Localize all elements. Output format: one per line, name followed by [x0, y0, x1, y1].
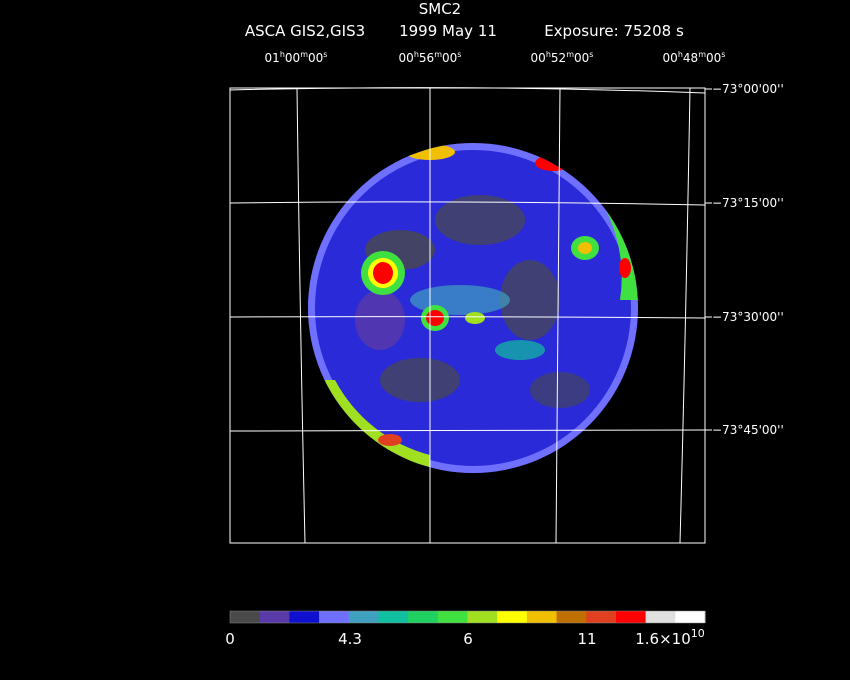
color-swatch	[467, 611, 498, 623]
ra-unit: h	[678, 50, 683, 59]
color-swatch	[408, 611, 439, 623]
exposure: Exposure: 75208 s	[544, 22, 684, 40]
ra-unit: h	[546, 50, 551, 59]
color-swatch	[348, 611, 379, 623]
ra-unit: m	[300, 50, 308, 59]
ra-label: 01h00m00s	[265, 50, 328, 65]
color-swatch	[230, 611, 261, 623]
instrument: ASCA GIS2,GIS3	[245, 22, 365, 40]
ra-unit: m	[566, 50, 574, 59]
colorbar-label: 6	[463, 630, 473, 648]
color-swatch	[615, 611, 647, 623]
color-swatch	[645, 611, 676, 623]
ra-value: 00	[574, 51, 589, 65]
ra-unit: h	[414, 50, 419, 59]
ra-value: 00	[399, 51, 414, 65]
ra-value: 00	[285, 51, 300, 65]
date: 1999 May 11	[399, 22, 497, 40]
color-swatch	[319, 611, 350, 623]
color-swatch	[259, 611, 290, 623]
ra-value: 48	[683, 51, 698, 65]
ra-label: 00h48m00s	[663, 50, 726, 65]
label-base: 1.6×10	[635, 630, 691, 648]
colorbar-label: 1.6×1010	[635, 627, 705, 648]
ra-value: 56	[419, 51, 434, 65]
coordinate-grid	[229, 87, 706, 544]
color-swatch	[675, 611, 706, 623]
ra-value: 52	[551, 51, 566, 65]
color-swatch	[289, 611, 320, 623]
ra-value: 00	[663, 51, 678, 65]
xray-image	[308, 143, 638, 473]
color-swatch	[526, 611, 558, 623]
ra-value: 00	[706, 51, 721, 65]
colorbar-frame	[229, 610, 706, 624]
colorbar-label: 11	[577, 630, 596, 648]
dec-label: −73°00'00''	[712, 82, 784, 96]
ra-label: 00h52m00s	[531, 50, 594, 65]
ra-unit: m	[434, 50, 442, 59]
color-swatch	[556, 611, 587, 623]
ra-unit: h	[280, 50, 285, 59]
dec-label: −73°30'00''	[712, 310, 784, 324]
ra-unit: s	[589, 50, 593, 59]
label-exponent: 10	[691, 627, 705, 640]
ra-value: 01	[265, 51, 280, 65]
ra-label: 00h56m00s	[399, 50, 462, 65]
ra-value: 00	[531, 51, 546, 65]
title: SMC2	[419, 0, 461, 18]
ra-unit: s	[323, 50, 327, 59]
color-swatch	[586, 611, 617, 623]
colorbar-label: 4.3	[338, 630, 362, 648]
ra-unit: s	[721, 50, 725, 59]
colorbar: 0 4.3 6 11 1.6×1010	[225, 610, 706, 648]
color-swatch	[437, 611, 468, 623]
ra-value: 00	[442, 51, 457, 65]
dec-label: −73°45'00''	[712, 423, 784, 437]
ra-unit: s	[457, 50, 461, 59]
ra-unit: m	[698, 50, 706, 59]
dec-label: −73°15'00''	[712, 196, 784, 210]
color-swatch	[497, 611, 528, 623]
color-swatch	[378, 611, 409, 623]
ra-value: 00	[308, 51, 323, 65]
colorbar-label: 0	[225, 630, 235, 648]
